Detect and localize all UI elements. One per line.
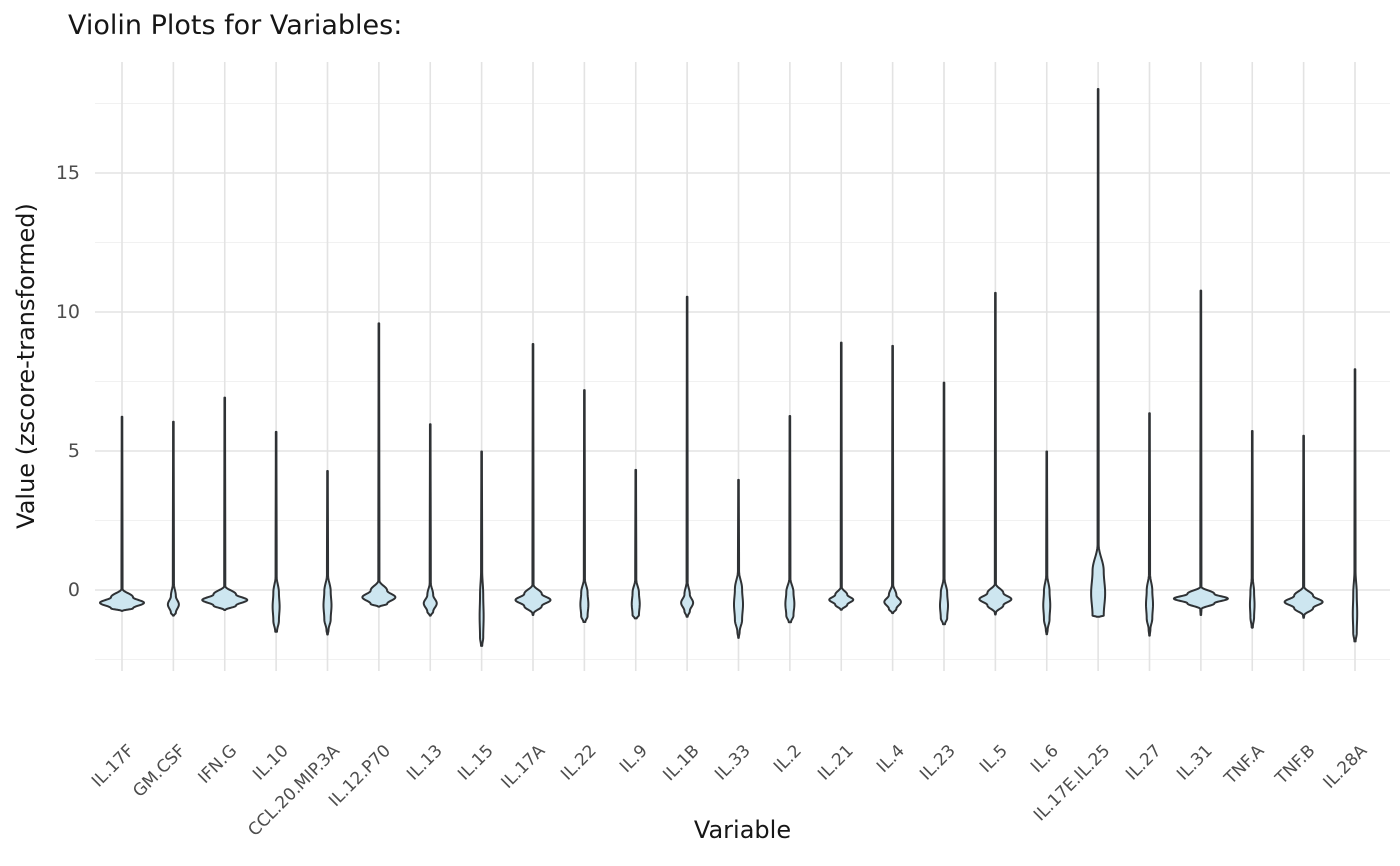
chart-title: Violin Plots for Variables: [68, 10, 403, 41]
violin-IL.15 [478, 450, 485, 647]
violin-IL.12.P70 [361, 322, 397, 608]
violin-IL.2 [784, 414, 796, 624]
violin-IL.9 [630, 468, 641, 620]
violin-IL.6 [1042, 450, 1052, 636]
violin-IL.31 [1172, 289, 1229, 617]
violin-GM.CSF [166, 420, 180, 617]
y-axis-title: Value (zscore-transformed) [12, 203, 40, 529]
y-tick-label: 5 [67, 440, 80, 462]
violin-IL.5 [978, 291, 1013, 616]
y-tick-label: 15 [55, 162, 80, 184]
violin-IL.10 [271, 430, 281, 633]
y-tick-label: 0 [67, 579, 80, 601]
violin-IL.17F [99, 415, 145, 612]
violin-IL.23 [939, 381, 949, 626]
violin-IL.17E.IL.25 [1090, 88, 1107, 618]
violin-IL.13 [422, 423, 438, 617]
violin-IL.4 [883, 344, 902, 615]
violin-CCL.20.MIP.3A [322, 470, 333, 636]
violin-IL.21 [828, 341, 855, 611]
violin-IL.22 [579, 389, 590, 623]
violin-TNF.B [1283, 434, 1324, 619]
violin-IL.33 [733, 478, 744, 639]
y-tick-label: 10 [55, 301, 80, 323]
violin-IL.27 [1145, 412, 1154, 637]
violin-IL.17A [514, 342, 552, 617]
violin-IL.1B [680, 295, 695, 618]
violin-TNF.A [1248, 429, 1256, 629]
x-axis-title: Variable [693, 816, 792, 844]
violin-IL.28A [1351, 368, 1359, 643]
violin-IFN.G [201, 396, 249, 612]
